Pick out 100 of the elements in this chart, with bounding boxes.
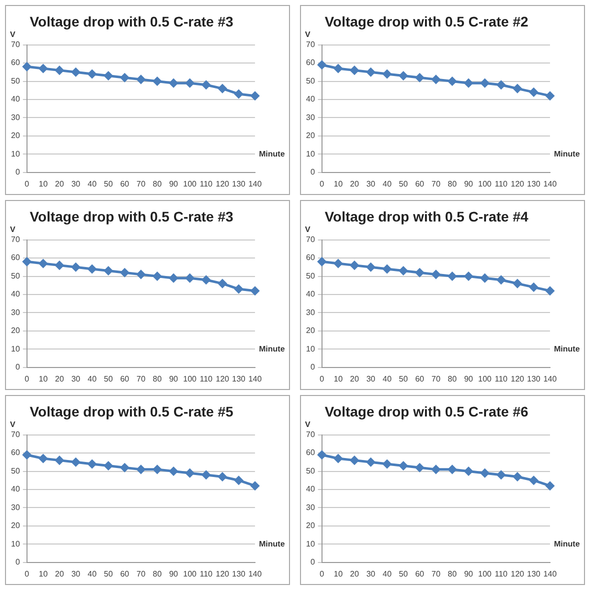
chart-title: Voltage drop with 0.5 C-rate #3	[30, 208, 234, 224]
x-tick-label: 10	[334, 179, 344, 188]
x-tick-label: 70	[431, 179, 441, 188]
x-tick-label: 10	[38, 374, 48, 384]
x-tick-label: 120	[216, 179, 230, 188]
y-tick-label: 20	[10, 521, 20, 530]
point	[234, 284, 243, 294]
point	[152, 77, 162, 86]
x-tick-label: 50	[104, 569, 114, 578]
x-tick-label: 80	[448, 179, 458, 188]
y-tick-label: 0	[15, 558, 20, 567]
x-tick-label: 130	[527, 569, 541, 578]
x-tick-label: 80	[152, 374, 162, 384]
point	[72, 68, 80, 76]
y-tick-label: 30	[10, 112, 20, 122]
x-tick-label: 0	[24, 374, 30, 384]
y-tick-label: 40	[10, 290, 20, 299]
y-tick-label: 10	[10, 344, 20, 354]
point	[464, 78, 473, 88]
point	[480, 274, 490, 282]
x-tick-label: 30	[366, 569, 376, 578]
x-tick-label: 80	[152, 569, 162, 578]
point	[546, 286, 554, 296]
point	[513, 472, 522, 481]
point	[250, 92, 260, 100]
point	[334, 259, 342, 268]
y-tick-label: 0	[310, 362, 316, 372]
point	[448, 77, 456, 86]
y-axis-title: V	[10, 30, 16, 40]
point	[38, 454, 48, 463]
point	[186, 274, 194, 282]
x-tick-label: 0	[320, 569, 325, 578]
point	[318, 60, 326, 70]
point	[120, 463, 129, 472]
y-tick-label: 50	[306, 466, 316, 476]
point	[55, 456, 64, 465]
y-tick-label: 0	[15, 362, 20, 372]
x-tick-label: 50	[398, 179, 408, 188]
y-tick-label: 60	[306, 253, 316, 262]
y-tick-label: 30	[306, 308, 316, 317]
x-tick-label: 90	[169, 179, 179, 188]
x-axis-title: Minute	[554, 344, 580, 354]
x-tick-label: 10	[38, 569, 48, 578]
point	[88, 460, 96, 468]
y-tick-label: 20	[306, 326, 316, 336]
x-axis-title: Minute	[259, 344, 286, 354]
y-tick-label: 0	[15, 168, 20, 177]
x-tick-label: 100	[478, 179, 492, 188]
x-tick-label: 90	[464, 374, 474, 384]
chart-title: Voltage drop with 0.5 C-rate #6	[324, 403, 528, 420]
point	[120, 268, 129, 277]
point	[546, 482, 554, 490]
point	[38, 64, 48, 73]
y-tick-label: 70	[10, 235, 20, 244]
y-tick-label: 20	[306, 521, 316, 530]
x-tick-label: 130	[232, 374, 246, 384]
point	[22, 450, 32, 460]
x-tick-label: 100	[183, 374, 198, 384]
chart-title: Voltage drop with 0.5 C-rate #2	[324, 13, 528, 30]
x-tick-label: 140	[248, 374, 262, 384]
point	[218, 279, 227, 288]
x-tick-label: 110	[494, 374, 508, 384]
y-tick-label: 50	[10, 466, 20, 476]
point	[136, 465, 146, 474]
x-tick-label: 130	[527, 374, 541, 384]
x-tick-label: 50	[398, 569, 408, 578]
x-tick-label: 0	[320, 374, 325, 384]
point	[415, 268, 424, 277]
point	[366, 262, 376, 272]
point	[415, 463, 424, 472]
x-tick-label: 60	[120, 179, 130, 188]
y-tick-label: 70	[306, 40, 316, 50]
point	[480, 468, 490, 478]
point	[480, 78, 490, 88]
y-tick-label: 20	[10, 131, 20, 140]
point	[334, 64, 342, 73]
y-tick-label: 60	[10, 58, 20, 68]
point	[55, 261, 64, 270]
x-tick-label: 130	[232, 179, 246, 188]
point	[88, 264, 96, 274]
x-tick-label: 50	[398, 374, 408, 384]
x-tick-label: 140	[248, 179, 262, 188]
point	[366, 68, 376, 76]
chart-title: Voltage drop with 0.5 C-rate #3	[30, 13, 234, 30]
point	[152, 272, 162, 281]
x-tick-label: 40	[88, 374, 98, 384]
point	[88, 70, 96, 78]
y-axis-title: V	[10, 225, 16, 234]
x-tick-label: 40	[382, 569, 392, 578]
y-tick-label: 60	[10, 253, 20, 262]
x-tick-label: 60	[415, 569, 425, 578]
x-tick-label: 100	[478, 569, 492, 578]
chart-title: Voltage drop with 0.5 C-rate #4	[324, 208, 528, 224]
x-tick-label: 90	[464, 179, 474, 188]
y-axis-title: V	[305, 225, 311, 234]
x-tick-label: 90	[169, 374, 179, 384]
point	[186, 78, 194, 88]
x-tick-label: 30	[71, 179, 81, 188]
y-tick-label: 60	[306, 448, 316, 458]
x-tick-label: 100	[478, 374, 492, 384]
